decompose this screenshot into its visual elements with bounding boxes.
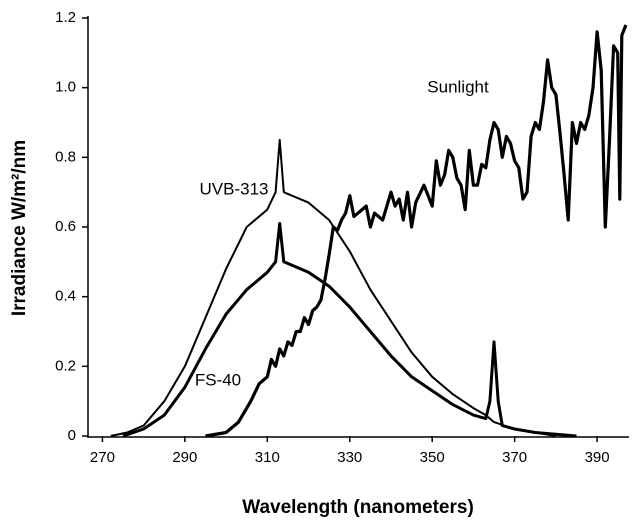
x-tick-label: 350 bbox=[420, 449, 445, 466]
y-tick-label: 0.6 bbox=[55, 218, 76, 235]
y-tick-label: 0.2 bbox=[55, 357, 76, 374]
series-line bbox=[205, 24, 628, 438]
y-tick-label: 0.4 bbox=[55, 288, 76, 305]
y-tick-label: 0 bbox=[68, 427, 76, 444]
x-tick-label: 270 bbox=[90, 449, 115, 466]
x-tick-label: 330 bbox=[337, 449, 362, 466]
y-axis-title: Irradiance W/m²/nm bbox=[9, 140, 30, 316]
y-tick-label: 1.0 bbox=[55, 79, 76, 96]
annotation: Sunlight bbox=[427, 77, 489, 96]
annotation: FS-40 bbox=[195, 370, 241, 389]
annotation: UVB-313 bbox=[200, 179, 269, 198]
x-tick-label: 290 bbox=[172, 449, 197, 466]
y-tick-label: 1.2 bbox=[55, 9, 76, 26]
x-tick-label: 310 bbox=[255, 449, 280, 466]
series-line bbox=[110, 138, 557, 437]
y-tick-label: 0.8 bbox=[55, 148, 76, 165]
x-axis-title: Wavelength (nanometers) bbox=[242, 497, 474, 518]
x-tick-label: 370 bbox=[502, 449, 527, 466]
series-line bbox=[122, 222, 577, 438]
x-tick-label: 390 bbox=[585, 449, 610, 466]
